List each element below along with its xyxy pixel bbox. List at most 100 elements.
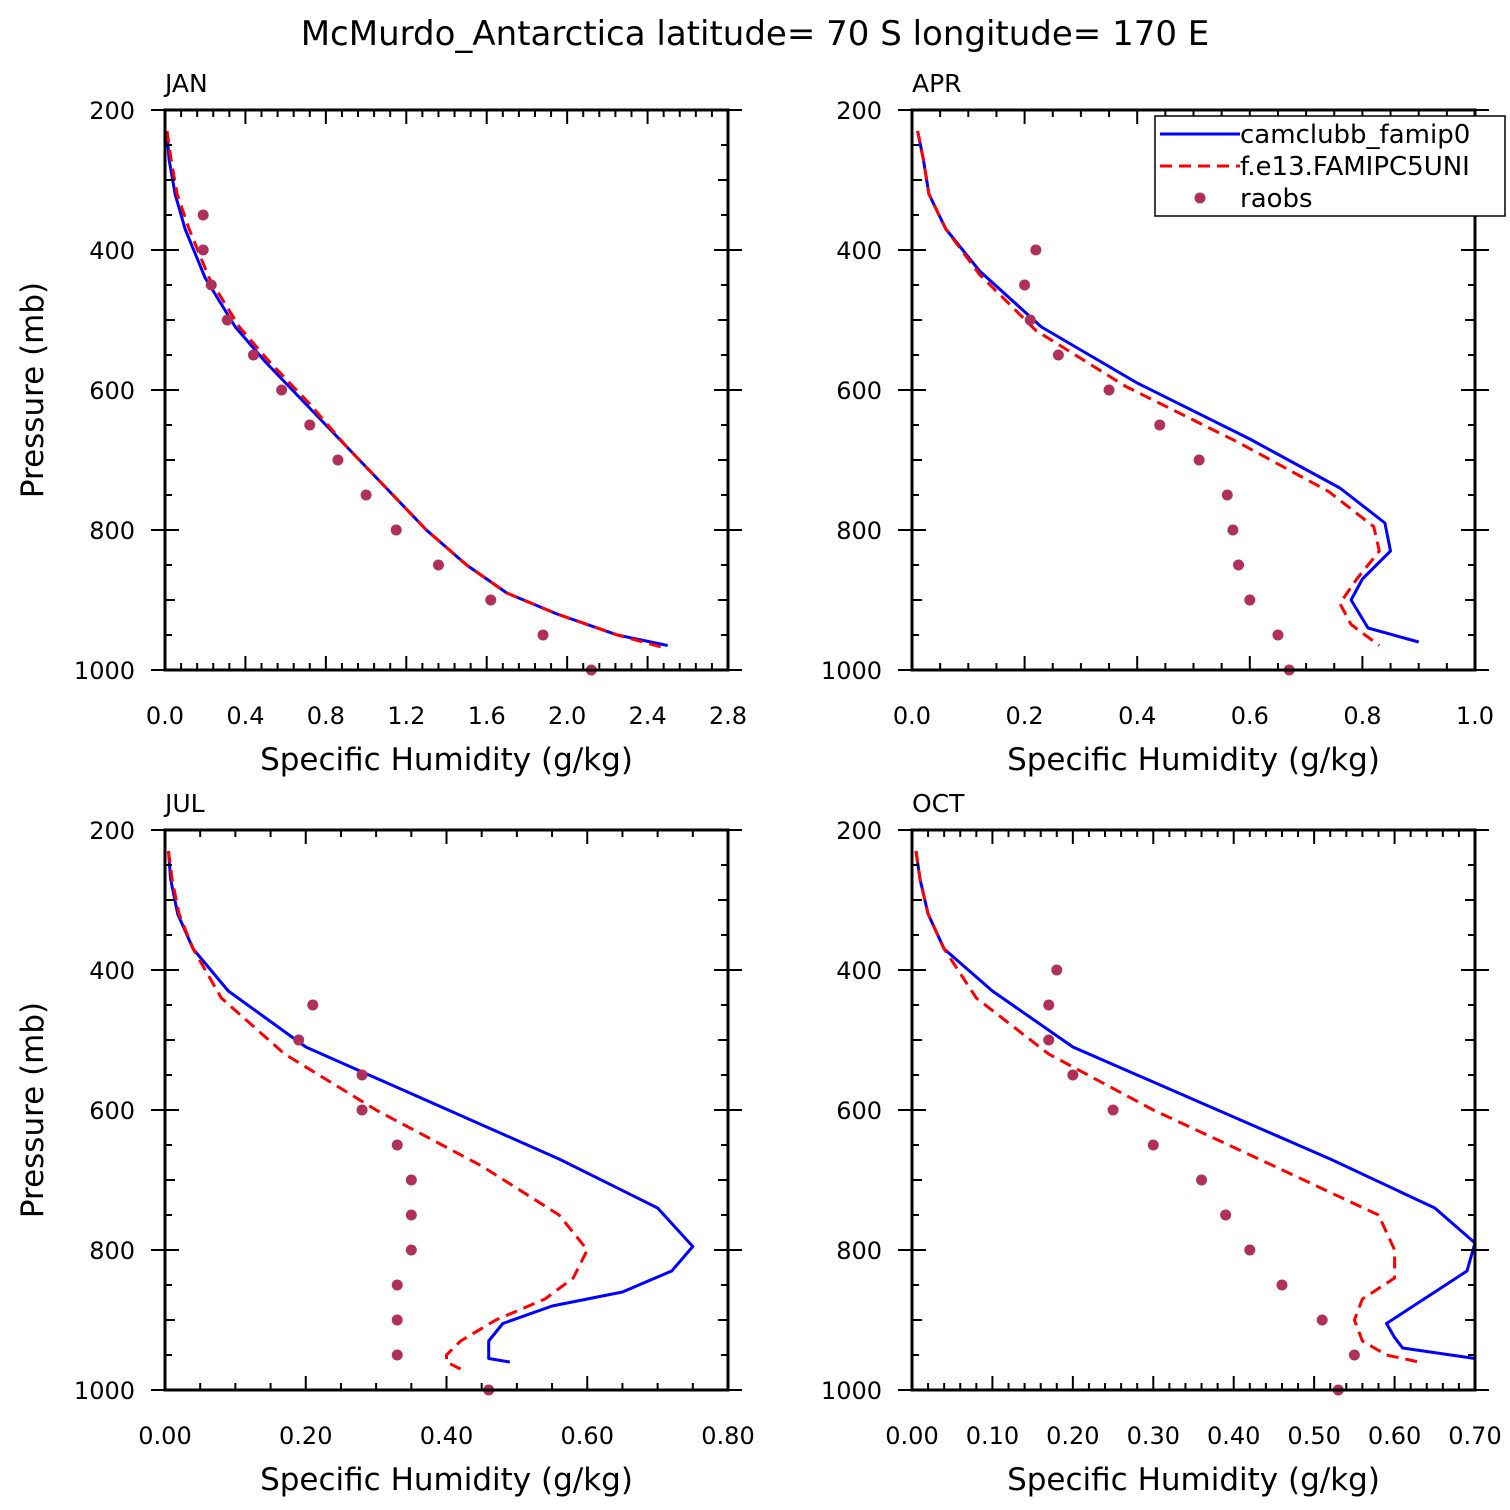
chart-title: McMurdo_Antarctica latitude= 70 S longit… bbox=[301, 14, 1210, 54]
y-axis-label: Pressure (mb) bbox=[15, 1002, 51, 1218]
x-axis-label: Specific Humidity (g/kg) bbox=[260, 742, 633, 778]
raobs-point bbox=[391, 1279, 403, 1291]
raobs-point bbox=[247, 349, 259, 361]
raobs-point bbox=[391, 1139, 403, 1151]
raobs-point bbox=[1019, 279, 1031, 291]
x-tick-label: 0.50 bbox=[1287, 1422, 1340, 1450]
x-tick-label: 0.8 bbox=[1343, 702, 1381, 730]
x-tick-label: 0.30 bbox=[1127, 1422, 1180, 1450]
x-axis-label: Specific Humidity (g/kg) bbox=[1007, 1462, 1380, 1498]
raobs-point bbox=[1030, 244, 1042, 256]
x-tick-label: 0.0 bbox=[893, 702, 931, 730]
raobs-point bbox=[1233, 559, 1245, 571]
raobs-point bbox=[391, 1349, 403, 1361]
raobs-point bbox=[1244, 1244, 1256, 1256]
x-tick-label: 2.8 bbox=[709, 702, 747, 730]
plot-frame bbox=[163, 108, 730, 672]
y-tick-label: 800 bbox=[89, 1237, 135, 1265]
y-tick-label: 200 bbox=[89, 97, 135, 125]
y-tick-label: 200 bbox=[89, 817, 135, 845]
x-tick-label: 1.0 bbox=[1456, 702, 1494, 730]
raobs-point bbox=[405, 1244, 417, 1256]
raobs-point bbox=[276, 384, 288, 396]
raobs-point bbox=[405, 1174, 417, 1186]
x-tick-label: 0.6 bbox=[1231, 702, 1269, 730]
raobs-point bbox=[307, 999, 319, 1011]
legend-marker-raobs bbox=[1194, 192, 1206, 204]
x-tick-label: 0.8 bbox=[307, 702, 345, 730]
y-tick-label: 400 bbox=[89, 957, 135, 985]
x-axis-label: Specific Humidity (g/kg) bbox=[1007, 742, 1380, 778]
y-tick-label: 800 bbox=[89, 517, 135, 545]
y-tick-label: 400 bbox=[89, 237, 135, 265]
x-tick-label: 0.00 bbox=[885, 1422, 938, 1450]
x-tick-label: 0.40 bbox=[1207, 1422, 1260, 1450]
raobs-point bbox=[1051, 964, 1063, 976]
series-line-famipc5 bbox=[916, 130, 1381, 647]
y-tick-label: 400 bbox=[836, 957, 882, 985]
raobs-point bbox=[197, 244, 209, 256]
raobs-point bbox=[1043, 1034, 1055, 1046]
raobs-point bbox=[1276, 1279, 1288, 1291]
raobs-point bbox=[332, 454, 344, 466]
raobs-point bbox=[1103, 384, 1115, 396]
raobs-point bbox=[537, 629, 549, 641]
raobs-point bbox=[1316, 1314, 1328, 1326]
x-tick-label: 0.2 bbox=[1006, 702, 1044, 730]
raobs-point bbox=[390, 524, 402, 536]
raobs-point bbox=[1147, 1139, 1159, 1151]
x-tick-label: 0.40 bbox=[420, 1422, 473, 1450]
y-tick-label: 1000 bbox=[821, 657, 882, 685]
raobs-point bbox=[221, 314, 233, 326]
series-line-famipc5 bbox=[914, 850, 1420, 1364]
raobs-point bbox=[205, 279, 217, 291]
y-tick-label: 800 bbox=[836, 517, 882, 545]
y-tick-label: 600 bbox=[89, 1097, 135, 1125]
y-tick-label: 600 bbox=[836, 1097, 882, 1125]
y-axis-label: Pressure (mb) bbox=[15, 282, 51, 498]
panel-label: JUL bbox=[163, 789, 205, 818]
raobs-point bbox=[304, 419, 316, 431]
raobs-point bbox=[1052, 349, 1064, 361]
series-line-camclubb bbox=[167, 850, 695, 1364]
x-tick-label: 0.70 bbox=[1448, 1422, 1501, 1450]
y-tick-label: 1000 bbox=[821, 1377, 882, 1405]
x-tick-label: 0.10 bbox=[966, 1422, 1019, 1450]
x-tick-label: 0.60 bbox=[1368, 1422, 1421, 1450]
series-line-famipc5 bbox=[167, 850, 589, 1371]
y-tick-label: 200 bbox=[836, 817, 882, 845]
x-tick-label: 0.80 bbox=[701, 1422, 754, 1450]
y-tick-label: 1000 bbox=[74, 1377, 135, 1405]
x-tick-label: 0.60 bbox=[561, 1422, 614, 1450]
x-tick-label: 0.00 bbox=[138, 1422, 191, 1450]
x-tick-label: 0.20 bbox=[279, 1422, 332, 1450]
raobs-point bbox=[1193, 454, 1205, 466]
raobs-point bbox=[1196, 1174, 1208, 1186]
y-tick-label: 1000 bbox=[74, 657, 135, 685]
raobs-point bbox=[293, 1034, 305, 1046]
x-tick-label: 1.6 bbox=[468, 702, 506, 730]
panel-label: JAN bbox=[163, 69, 208, 98]
raobs-point bbox=[1227, 524, 1239, 536]
raobs-point bbox=[356, 1104, 368, 1116]
panels: 0.0 0.4 0.8 1.2 1.6 2.0 2.4 2.8 200 400 600 800 1000… bbox=[15, 69, 1506, 1498]
x-tick-label: 0.4 bbox=[1118, 702, 1156, 730]
raobs-point bbox=[197, 209, 209, 221]
legend-label: f.e13.FAMIPC5UNI bbox=[1240, 152, 1470, 182]
panel-label: APR bbox=[912, 69, 962, 98]
raobs-point bbox=[1107, 1104, 1119, 1116]
series-line-camclubb bbox=[914, 850, 1477, 1360]
legend-label: camclubb_famip0 bbox=[1240, 120, 1470, 150]
raobs-point bbox=[356, 1069, 368, 1081]
y-tick-label: 600 bbox=[89, 377, 135, 405]
y-tick-label: 800 bbox=[836, 1237, 882, 1265]
raobs-point bbox=[1024, 314, 1036, 326]
y-tick-label: 400 bbox=[836, 237, 882, 265]
raobs-point bbox=[1067, 1069, 1079, 1081]
x-tick-label: 0.4 bbox=[226, 702, 264, 730]
raobs-point bbox=[1221, 489, 1233, 501]
raobs-point bbox=[360, 489, 372, 501]
legend-label: raobs bbox=[1240, 184, 1313, 214]
